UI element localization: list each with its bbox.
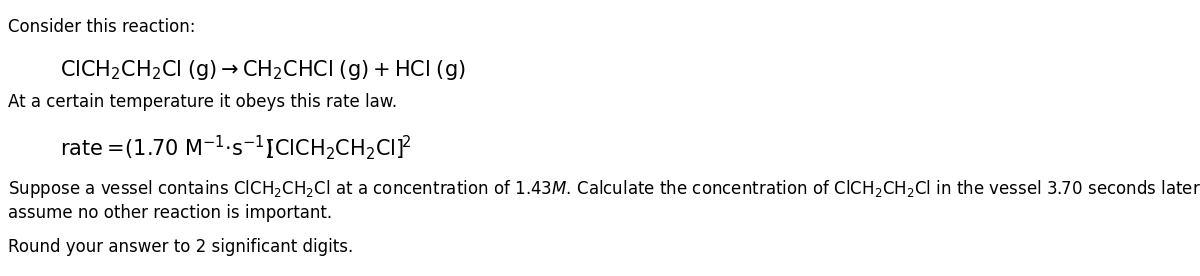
Text: Suppose a vessel contains $\mathrm{ClCH_2CH_2Cl}$ at a concentration of 1.43$\ma: Suppose a vessel contains $\mathrm{ClCH_… [8, 178, 1200, 200]
Text: Consider this reaction:: Consider this reaction: [8, 18, 196, 36]
Text: $\mathrm{ClCH_2CH_2Cl\;(g) \rightarrow CH_2CHCl\;(g)+HCl\;(g)}$: $\mathrm{ClCH_2CH_2Cl\;(g) \rightarrow C… [60, 58, 466, 82]
Text: assume no other reaction is important.: assume no other reaction is important. [8, 204, 332, 222]
Text: $\mathrm{rate} = \!\left(1.70\ \mathrm{M^{-1}{\cdot}s^{-1}}\right)\!\!\left[\mat: $\mathrm{rate} = \!\left(1.70\ \mathrm{M… [60, 133, 412, 162]
Text: Round your answer to 2 significant digits.: Round your answer to 2 significant digit… [8, 238, 353, 256]
Text: At a certain temperature it obeys this rate law.: At a certain temperature it obeys this r… [8, 93, 397, 111]
